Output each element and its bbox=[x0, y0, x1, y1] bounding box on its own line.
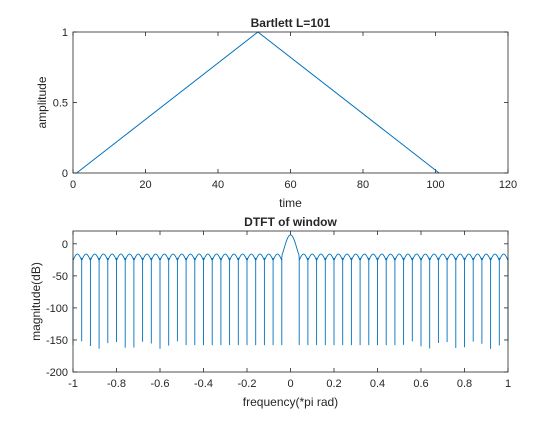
window-tick-group: 0 20 40 60 80 100 120 0 0.5 1 bbox=[53, 27, 517, 191]
dtft-x-tick-label: -0.4 bbox=[194, 378, 213, 390]
dtft-y-axis-label: magnitude(dB) bbox=[29, 262, 43, 341]
dtft-x-axis-label: frequency(*pi rad) bbox=[243, 395, 338, 409]
dtft-x-tick-label: -0.2 bbox=[238, 378, 257, 390]
dtft-x-tick-label: 0.8 bbox=[457, 378, 472, 390]
window-x-tick-label: 80 bbox=[357, 179, 369, 191]
window-x-axis-label: time bbox=[279, 196, 302, 210]
window-y-tick-label: 1 bbox=[62, 27, 68, 39]
dtft-y-tick-label: -50 bbox=[52, 271, 68, 283]
window-y-tick-label: 0.5 bbox=[53, 98, 68, 110]
window-x-tick-label: 40 bbox=[212, 179, 224, 191]
window-y-axis-label: amplitude bbox=[35, 76, 49, 128]
dtft-y-tick-label: -150 bbox=[46, 335, 68, 347]
dtft-chart-title: DTFT of window bbox=[244, 215, 337, 229]
window-axes-box bbox=[72, 31, 509, 174]
dtft-x-tick-label: -0.8 bbox=[107, 378, 126, 390]
window-x-tick-label: 20 bbox=[139, 179, 151, 191]
window-chart-title: Bartlett L=101 bbox=[251, 16, 331, 30]
window-y-tick-label: 0 bbox=[62, 168, 68, 180]
dtft-tick-group: -1 -0.8 -0.6 -0.4 -0.2 0 0.2 0.4 0.6 0.8 1 -200 -150… bbox=[46, 231, 511, 390]
window-x-tick-label: 100 bbox=[426, 179, 444, 191]
dtft-x-tick-label: 0 bbox=[287, 378, 293, 390]
dtft-x-tick-label: -1 bbox=[68, 378, 78, 390]
dtft-x-tick-label: 1 bbox=[505, 378, 511, 390]
window-x-tick-label: 120 bbox=[499, 179, 517, 191]
window-plot-area bbox=[73, 32, 508, 173]
window-axes: Bartlett L=101 time amplitude 0 20 40 60 80 1… bbox=[35, 16, 517, 210]
dtft-y-tick-label: -200 bbox=[46, 367, 68, 379]
dtft-y-tick-label: 0 bbox=[62, 239, 68, 251]
window-x-tick-label: 60 bbox=[284, 179, 296, 191]
dtft-x-tick-label: 0.2 bbox=[326, 378, 341, 390]
dtft-y-tick-label: -100 bbox=[46, 303, 68, 315]
window-x-tick-label: 0 bbox=[70, 179, 76, 191]
dtft-x-tick-label: 0.6 bbox=[413, 378, 428, 390]
dtft-x-tick-label: -0.6 bbox=[151, 378, 170, 390]
dtft-axes: DTFT of window frequency(*pi rad) magnit… bbox=[29, 215, 511, 409]
dtft-series-line bbox=[72, 234, 509, 349]
dtft-x-tick-label: 0.4 bbox=[370, 378, 385, 390]
dtft-axes-box bbox=[72, 230, 509, 373]
dtft-plot-area bbox=[73, 231, 508, 372]
